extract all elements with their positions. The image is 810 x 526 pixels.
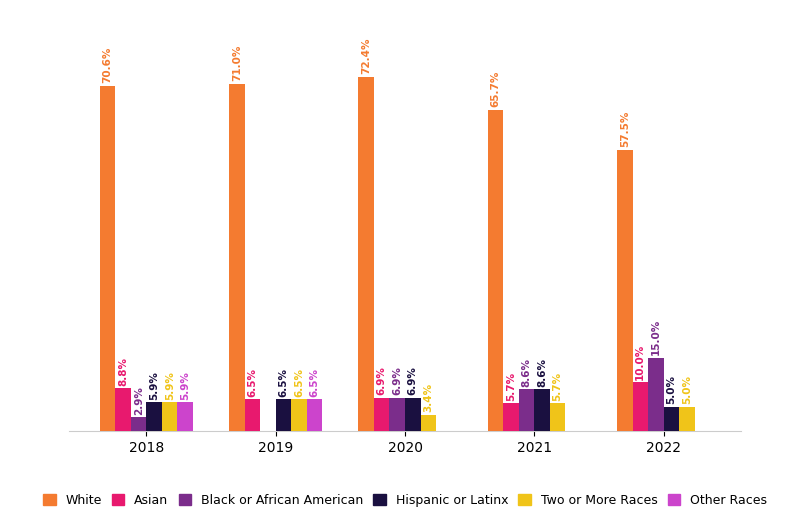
Bar — [633, 382, 648, 431]
Text: 6.5%: 6.5% — [309, 368, 319, 397]
Bar — [147, 402, 162, 431]
Text: 5.9%: 5.9% — [149, 371, 160, 400]
Text: 5.0%: 5.0% — [682, 376, 692, 404]
Text: 65.7%: 65.7% — [491, 70, 501, 107]
Bar — [503, 403, 518, 431]
Bar — [550, 403, 565, 431]
Text: 6.9%: 6.9% — [377, 366, 386, 395]
Text: 15.0%: 15.0% — [650, 319, 661, 356]
Bar — [617, 150, 633, 431]
Bar — [535, 389, 550, 431]
Bar — [275, 399, 292, 431]
Text: 70.6%: 70.6% — [103, 47, 113, 83]
Bar — [177, 402, 193, 431]
Text: 5.9%: 5.9% — [164, 371, 175, 400]
Bar — [359, 77, 374, 431]
Bar — [131, 417, 147, 431]
Text: 8.8%: 8.8% — [118, 357, 128, 386]
Text: 6.5%: 6.5% — [279, 368, 288, 397]
Text: 57.5%: 57.5% — [620, 111, 630, 147]
Bar — [162, 402, 177, 431]
Bar — [518, 389, 535, 431]
Text: 8.6%: 8.6% — [537, 358, 547, 387]
Legend: White, Asian, Black or African American, Hispanic or Latinx, Two or More Races, : White, Asian, Black or African American,… — [36, 488, 774, 513]
Text: 3.4%: 3.4% — [424, 383, 433, 412]
Bar — [679, 407, 695, 431]
Text: 71.0%: 71.0% — [232, 45, 242, 81]
Text: 72.4%: 72.4% — [361, 38, 371, 74]
Bar — [229, 84, 245, 431]
Text: 5.7%: 5.7% — [552, 372, 563, 401]
Text: 5.7%: 5.7% — [506, 372, 516, 401]
Bar — [648, 358, 663, 431]
Text: 2.9%: 2.9% — [134, 386, 143, 414]
Bar — [100, 86, 115, 431]
Bar — [292, 399, 307, 431]
Bar — [307, 399, 322, 431]
Bar — [115, 388, 131, 431]
Bar — [405, 398, 420, 431]
Bar — [390, 398, 405, 431]
Bar — [488, 109, 503, 431]
Text: 6.9%: 6.9% — [392, 366, 403, 395]
Text: 5.0%: 5.0% — [667, 376, 676, 404]
Bar — [663, 407, 679, 431]
Text: 10.0%: 10.0% — [635, 343, 646, 380]
Bar — [420, 414, 436, 431]
Text: 6.5%: 6.5% — [294, 368, 304, 397]
Text: 8.6%: 8.6% — [522, 358, 531, 387]
Bar — [245, 399, 260, 431]
Bar — [374, 398, 390, 431]
Text: 5.9%: 5.9% — [180, 371, 190, 400]
Text: 6.5%: 6.5% — [247, 368, 258, 397]
Text: 6.9%: 6.9% — [407, 366, 418, 395]
